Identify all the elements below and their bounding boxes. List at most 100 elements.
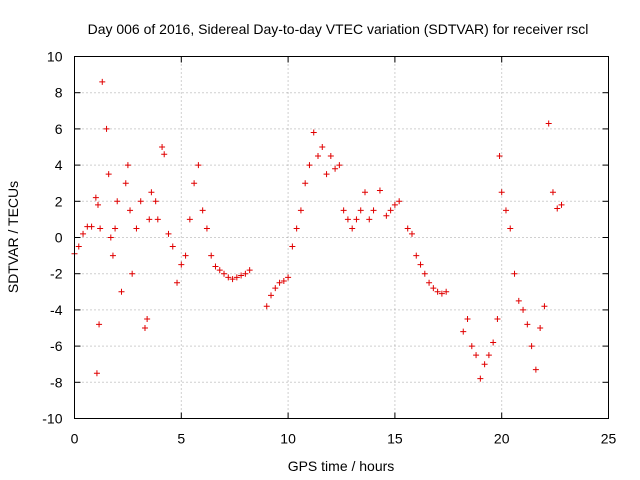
data-point: [485, 352, 492, 359]
data-point: [357, 207, 364, 214]
data-point: [148, 189, 155, 196]
data-point: [353, 216, 360, 223]
data-point: [413, 252, 420, 259]
data-point: [323, 171, 330, 178]
data-point: [124, 162, 131, 169]
chart-title: Day 006 of 2016, Sidereal Day-to-day VTE…: [88, 21, 589, 37]
data-point: [443, 288, 450, 295]
data-point: [276, 279, 283, 286]
data-point: [97, 225, 104, 232]
data-point: [169, 243, 176, 250]
data-point: [496, 153, 503, 160]
data-point: [229, 276, 236, 283]
data-point: [103, 125, 110, 132]
x-tick-labels: 0 5 10 15 20 25: [71, 431, 617, 447]
data-point: [186, 216, 193, 223]
data-point: [152, 198, 159, 205]
data-point: [94, 201, 101, 208]
data-point: [511, 270, 518, 277]
data-point: [272, 285, 279, 292]
data-point: [99, 78, 106, 85]
data-point: [289, 243, 296, 250]
grid-lines: [74, 56, 609, 419]
data-point: [293, 225, 300, 232]
data-point: [520, 306, 527, 313]
data-point: [191, 180, 198, 187]
data-point: [96, 321, 103, 328]
data-point: [481, 361, 488, 368]
data-point: [438, 290, 445, 297]
data-point: [532, 366, 539, 373]
axis-ticks: [74, 56, 609, 419]
data-point: [80, 230, 87, 237]
data-point: [558, 201, 565, 208]
y-tick-label: 10: [47, 49, 63, 65]
data-point: [212, 263, 219, 270]
data-point: [144, 315, 151, 322]
data-point: [396, 198, 403, 205]
data-point: [105, 171, 112, 178]
data-point: [216, 267, 223, 274]
data-point: [349, 225, 356, 232]
y-tick-label: 2: [55, 193, 63, 209]
data-point: [554, 205, 561, 212]
data-point: [545, 120, 552, 127]
data-point: [387, 207, 394, 214]
data-point: [146, 216, 153, 223]
data-point: [315, 153, 322, 160]
data-point: [161, 151, 168, 158]
data-point: [129, 270, 136, 277]
data-point: [118, 288, 125, 295]
data-point: [477, 375, 484, 382]
data-point: [302, 180, 309, 187]
y-tick-label: 6: [55, 121, 63, 137]
data-point: [92, 194, 99, 201]
data-point: [93, 370, 100, 377]
data-point: [109, 252, 116, 259]
data-point: [208, 252, 215, 259]
data-point: [549, 189, 556, 196]
data-point: [370, 207, 377, 214]
x-tick-label: 0: [71, 431, 79, 447]
y-axis-label: SDTVAR / TECUs: [5, 181, 21, 293]
data-point: [137, 198, 144, 205]
data-point: [537, 325, 544, 331]
data-point: [468, 343, 475, 350]
x-axis-label: GPS time / hours: [288, 458, 395, 474]
x-tick-label: 5: [177, 431, 185, 447]
y-tick-label: -4: [50, 302, 63, 318]
data-point: [376, 187, 383, 194]
data-point: [490, 339, 497, 346]
data-point: [233, 274, 240, 281]
data-point: [225, 274, 232, 281]
y-tick-label: 8: [55, 85, 63, 101]
y-tick-labels: -10 -8 -6 -4 -2 0 2 4 6 8 10: [42, 49, 62, 427]
data-point: [515, 297, 522, 304]
data-point: [112, 225, 119, 232]
data-point: [127, 207, 134, 214]
data-point: [336, 162, 343, 169]
data-point: [383, 212, 390, 219]
data-point: [434, 288, 441, 295]
data-point: [242, 270, 249, 277]
data-point: [332, 165, 339, 172]
data-point: [366, 216, 373, 223]
data-point: [361, 189, 368, 196]
y-tick-label: -6: [50, 338, 63, 354]
data-point: [310, 129, 317, 136]
data-point: [203, 225, 210, 232]
data-point: [285, 274, 292, 281]
data-point: [473, 352, 480, 359]
data-point: [133, 225, 140, 232]
data-point: [199, 207, 206, 214]
x-tick-label: 20: [494, 431, 510, 447]
y-tick-label: -2: [50, 266, 63, 282]
data-point: [174, 279, 181, 286]
data-point: [263, 303, 270, 310]
x-tick-label: 25: [601, 431, 617, 447]
data-point: [421, 270, 428, 277]
data-point: [246, 267, 253, 274]
data-point: [344, 216, 351, 223]
data-point: [430, 285, 437, 292]
data-point: [268, 292, 275, 299]
